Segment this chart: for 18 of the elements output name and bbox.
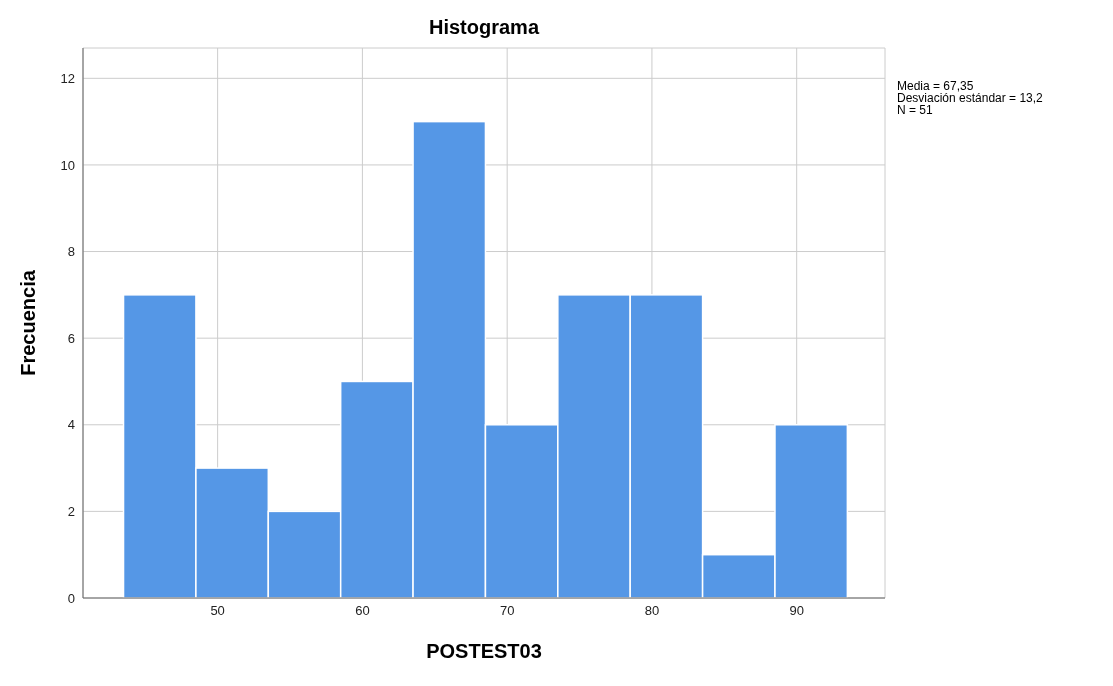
text: N = 51 bbox=[897, 103, 934, 117]
text: Desviación estándar = 13,2 bbox=[897, 91, 1043, 105]
y-tick-label: 6 bbox=[67, 330, 75, 346]
x-tick-label: 90 bbox=[789, 603, 804, 619]
y-tick-label: 2 bbox=[67, 504, 75, 519]
x-tick-label: 50 bbox=[210, 603, 225, 619]
y-tick-label: 12 bbox=[60, 70, 75, 86]
x-tick-label: 70 bbox=[499, 603, 515, 619]
y-tick-label: 0 bbox=[67, 590, 75, 606]
x-tick-label: 80 bbox=[644, 603, 660, 619]
y-axis-title: Frecuencia bbox=[17, 269, 40, 376]
x-axis-title: POSTEST03 bbox=[426, 640, 542, 662]
chart-title: Histograma bbox=[428, 16, 541, 39]
y-tick-label: 8 bbox=[67, 244, 75, 260]
x-tick-label: 60 bbox=[355, 603, 370, 619]
text: Media = 67,35 bbox=[897, 79, 975, 93]
y-tick-label: 4 bbox=[67, 417, 75, 433]
y-tick-label: 10 bbox=[60, 157, 75, 173]
